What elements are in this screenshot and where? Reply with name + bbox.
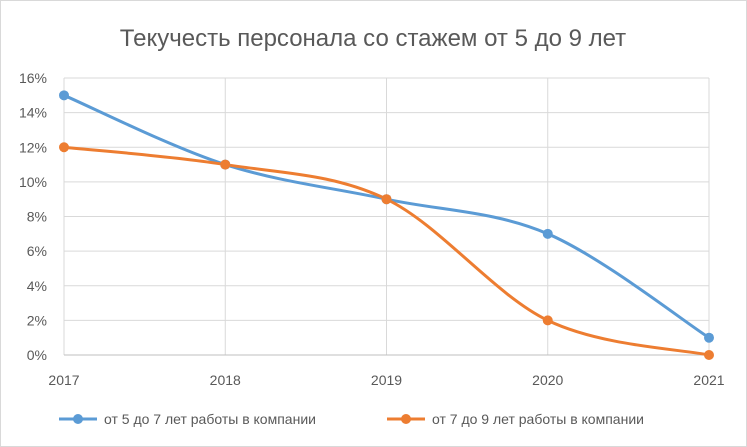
data-point [59,90,69,101]
data-point [704,350,714,360]
x-tick-label: 2017 [48,372,79,388]
legend-swatch-marker [73,414,83,424]
y-tick-label: 2% [27,312,47,328]
legend: от 5 до 7 лет работы в компании от 7 до 9… [59,411,644,427]
y-tick-label: 16% [19,70,47,86]
data-point [59,142,69,153]
gridlines [63,77,710,356]
chart-title: Текучесть персонала со стажем от 5 до 9 … [120,25,626,52]
series-layer [59,90,714,360]
y-tick-label: 6% [27,243,47,259]
data-point [220,159,231,170]
y-tick-label: 10% [19,174,47,190]
legend-label: от 5 до 7 лет работы в компании [104,411,316,427]
x-tick-label: 2019 [371,372,402,388]
x-tick-label: 2018 [210,372,241,388]
legend-swatch-marker [401,414,411,424]
y-tick-label: 4% [27,278,47,294]
y-tick-label: 14% [19,105,47,121]
data-point [704,332,714,343]
x-tick-label: 2020 [532,372,563,388]
x-tick-label: 2021 [693,372,724,388]
legend-label: от 7 до 9 лет работы в компании [432,411,644,427]
y-tick-label: 0% [27,347,47,363]
y-tick-label: 8% [27,209,47,225]
data-point [381,194,392,205]
axes: 0% 2% 4% 6% 8% 10% 12% 14% 16% 2017 2018 2019 2020 20… [19,70,725,388]
data-point [542,228,553,239]
y-tick-label: 12% [19,139,47,155]
data-point [542,315,553,326]
